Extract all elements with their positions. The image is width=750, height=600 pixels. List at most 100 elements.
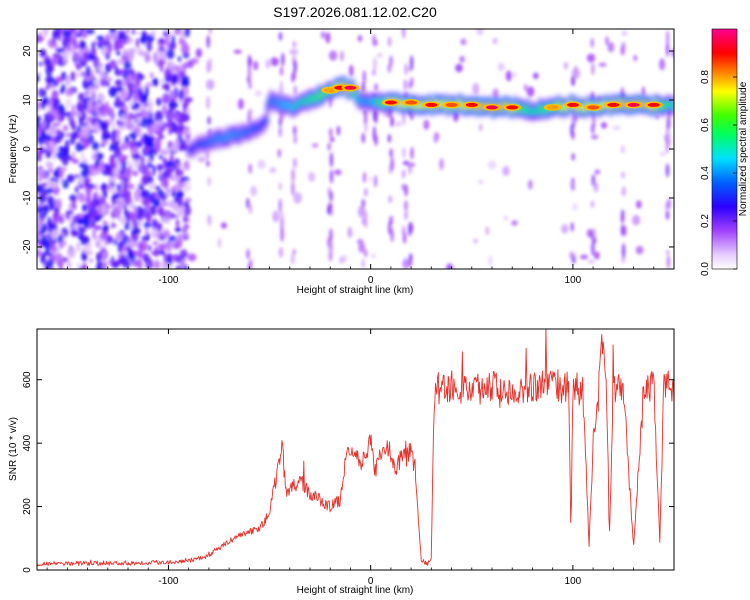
spectrogram-noise-blob xyxy=(93,40,97,47)
spectrogram-streak-blob xyxy=(404,200,408,212)
spectrogram-streak-blob xyxy=(246,248,250,260)
spectrogram-streak-blob xyxy=(666,127,670,140)
spectrogram-noise-blob xyxy=(185,60,194,69)
spectrogram-noise-blob xyxy=(169,213,176,219)
spectrogram-noise-blob xyxy=(138,50,147,57)
snr-panel: -100 0 100 0 200 400 600 Height of straight li… xyxy=(8,328,675,596)
spectrogram-streak-blob xyxy=(387,221,392,235)
spectrogram-noise-blob xyxy=(149,72,154,79)
spectrogram-noise-blob xyxy=(78,226,86,234)
spectrogram-noise-blob xyxy=(61,146,70,157)
spectrogram-noise-blob xyxy=(59,216,63,225)
spectrogram-noise-blob xyxy=(134,125,142,135)
spectrogram-noise-blob xyxy=(166,160,174,168)
spectrogram-noise-blob xyxy=(180,79,186,87)
spectrogram-noise-blob xyxy=(127,140,135,149)
spectrogram-noise-blob xyxy=(78,233,86,242)
spectrogram-noise-blob xyxy=(109,32,118,42)
spectrogram-noise-blob xyxy=(110,121,116,130)
spectrogram-noise-blob xyxy=(145,212,152,223)
spectrogram-noise-blob xyxy=(91,141,100,151)
spectrogram-streak-blob xyxy=(248,163,252,174)
spectrogram-noise-blob xyxy=(329,136,335,143)
spectrogram-streak-blob xyxy=(388,195,393,204)
spectrogram-noise-blob xyxy=(158,164,163,169)
spectrogram-streak-blob xyxy=(363,249,368,258)
spectrogram-noise-blob xyxy=(183,127,189,136)
spectrogram-noise-blob xyxy=(114,79,123,86)
spectrogram-streak-blob xyxy=(571,75,575,86)
spectrogram-noise-blob xyxy=(376,52,383,58)
spectrogram-noise-blob xyxy=(74,186,79,194)
spectrogram-noise-blob xyxy=(162,230,171,239)
spectrogram-noise-blob xyxy=(160,176,169,188)
spectrogram-noise-blob xyxy=(311,143,319,148)
spectrogram-noise-blob xyxy=(336,125,341,136)
spectrogram-noise-blob xyxy=(111,261,120,269)
spectrogram-noise-blob xyxy=(179,249,188,258)
spectrogram-noise-blob xyxy=(55,253,63,263)
spectrogram-noise-blob xyxy=(155,97,162,107)
spectrogram-noise-blob xyxy=(633,54,638,62)
spectrogram-noise-blob xyxy=(172,254,180,263)
spectrogram-noise-blob xyxy=(171,65,180,73)
spectrogram-noise-blob xyxy=(257,159,266,169)
spectrogram-noise-blob xyxy=(122,259,131,269)
spectrogram-peak-core xyxy=(445,102,458,107)
spectrogram-noise-blob xyxy=(97,119,103,124)
spectrogram-noise-blob xyxy=(135,227,141,234)
y-tick-label: 20 xyxy=(22,45,33,57)
spectrogram-noise-blob xyxy=(132,171,139,177)
spectrogram-noise-blob xyxy=(187,253,197,262)
spectrogram-noise-blob xyxy=(78,174,85,185)
spectrogram-streak-blob xyxy=(408,222,412,237)
spectrogram-noise-blob xyxy=(186,107,191,115)
spectrogram-noise-blob xyxy=(83,137,91,148)
spectrogram-noise-blob xyxy=(293,192,303,204)
spectrogram-noise-blob xyxy=(497,62,505,72)
spectrogram-noise-blob xyxy=(100,39,106,45)
spectrogram-noise-blob xyxy=(95,215,102,222)
spectrogram-noise-blob xyxy=(45,233,53,238)
spectrogram-noise-blob xyxy=(446,263,454,269)
spectrogram-noise-blob xyxy=(75,143,84,152)
x-tick-label: 100 xyxy=(565,576,582,587)
spectrogram-noise-blob xyxy=(478,179,484,185)
spectrogram-streak-blob xyxy=(401,29,406,39)
spectrogram-streak-blob xyxy=(402,110,406,126)
spectrogram-streak-blob xyxy=(329,169,334,184)
spectrogram-noise-blob xyxy=(195,48,203,58)
spectrogram-noise-blob xyxy=(104,203,109,209)
spectrogram-noise-blob xyxy=(158,169,162,179)
spectrogram-streak-blob xyxy=(329,152,334,168)
spectrogram-streak-blob xyxy=(374,134,378,146)
spectrogram-noise-blob xyxy=(113,238,118,246)
spectrogram-noise-blob xyxy=(120,143,128,150)
y-tick-label: 400 xyxy=(22,434,33,451)
spectrogram-noise-blob xyxy=(60,167,68,172)
spectrogram-noise-blob xyxy=(62,179,69,189)
spectrogram-noise-blob xyxy=(237,98,244,110)
spectrogram-noise-blob xyxy=(129,132,138,139)
spectrogram-noise-blob xyxy=(128,56,133,63)
spectrogram-y-axis-label: Frequency (Hz) xyxy=(8,115,19,184)
spectrogram-noise-blob xyxy=(44,113,48,121)
spectrogram-noise-blob xyxy=(182,162,191,171)
spectrogram-noise-blob xyxy=(52,39,56,45)
spectrogram-noise-blob xyxy=(42,205,48,212)
spectrogram-streak-blob xyxy=(362,171,367,183)
spectrogram-noise-blob xyxy=(152,164,156,177)
spectrogram-noise-blob xyxy=(145,204,152,214)
spectrogram-noise-blob xyxy=(186,217,190,223)
spectrogram-noise-blob xyxy=(80,170,86,178)
spectrogram-noise-blob xyxy=(50,182,59,190)
spectrogram-noise-blob xyxy=(148,181,156,190)
spectrogram-noise-blob xyxy=(605,36,609,46)
spectrogram-noise-blob xyxy=(175,169,184,177)
spectrogram-streak-blob xyxy=(387,63,392,73)
spectrogram-noise-blob xyxy=(154,185,161,190)
spectrogram-ridge-cell xyxy=(264,117,269,124)
spectrogram-noise-blob xyxy=(122,234,128,245)
spectrogram-noise-blob xyxy=(325,32,331,44)
spectrogram-noise-blob xyxy=(44,188,53,194)
